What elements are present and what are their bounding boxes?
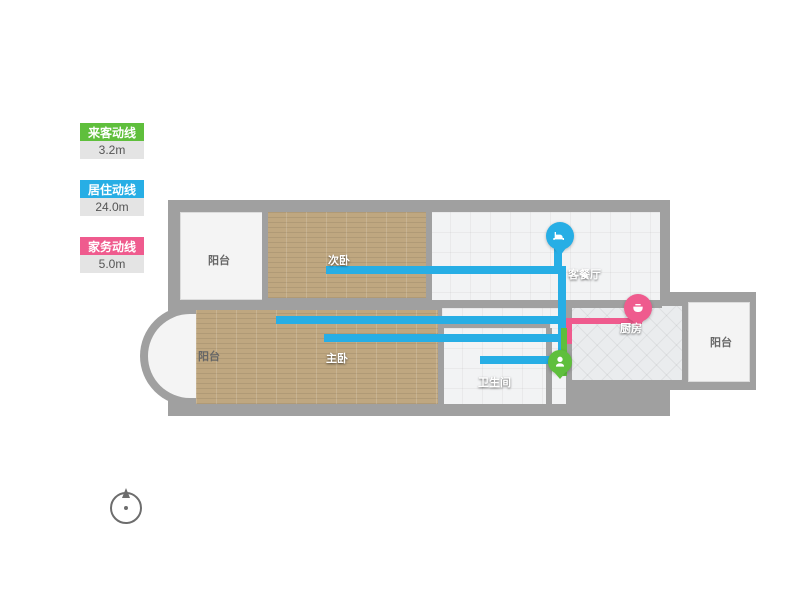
flow-living-6 [324, 334, 562, 342]
wall-6 [682, 300, 688, 382]
flow-living-3 [276, 316, 566, 324]
wall-bath-top [438, 324, 550, 328]
wall-0 [262, 208, 268, 300]
label-living: 客餐厅 [568, 266, 601, 282]
pin-living [546, 222, 574, 250]
legend-guest-value: 3.2m [80, 141, 144, 159]
floor-plan: 阳台 次卧 客餐厅 主卧 卫生间 厨房 阳台 阳台 [168, 200, 756, 416]
label-kitchen: 厨房 [620, 320, 642, 336]
pin-kitchen [624, 294, 652, 322]
label-balcony-e: 阳台 [710, 334, 732, 350]
label-balcony-sw: 阳台 [198, 348, 220, 364]
label-bathroom: 卫生间 [478, 374, 511, 390]
compass-icon [106, 486, 146, 526]
legend-house-value: 5.0m [80, 255, 144, 273]
legend-house-label: 家务动线 [80, 237, 144, 255]
pot-icon [630, 300, 646, 316]
legend-living-label: 居住动线 [80, 180, 144, 198]
pin-guest-tail [554, 372, 566, 379]
legend-living: 居住动线 24.0m [80, 180, 144, 216]
legend-guest: 来客动线 3.2m [80, 123, 144, 159]
wall-7 [660, 208, 670, 300]
flow-living-1 [326, 266, 562, 274]
legend-guest-label: 来客动线 [80, 123, 144, 141]
pin-guest [548, 350, 572, 374]
wall-1 [426, 208, 432, 300]
person-icon [552, 354, 568, 370]
label-bedroom2: 次卧 [328, 252, 350, 268]
room-living-dining [430, 212, 660, 306]
bed-icon [552, 228, 568, 244]
wall-8 [566, 380, 684, 388]
legend-house: 家务动线 5.0m [80, 237, 144, 273]
wall-2 [176, 300, 662, 308]
label-balcony-nw: 阳台 [208, 252, 230, 268]
label-bedroom1: 主卧 [326, 350, 348, 366]
legend-living-value: 24.0m [80, 198, 144, 216]
room-bedroom1 [196, 310, 438, 404]
pin-living-tail [554, 248, 566, 256]
